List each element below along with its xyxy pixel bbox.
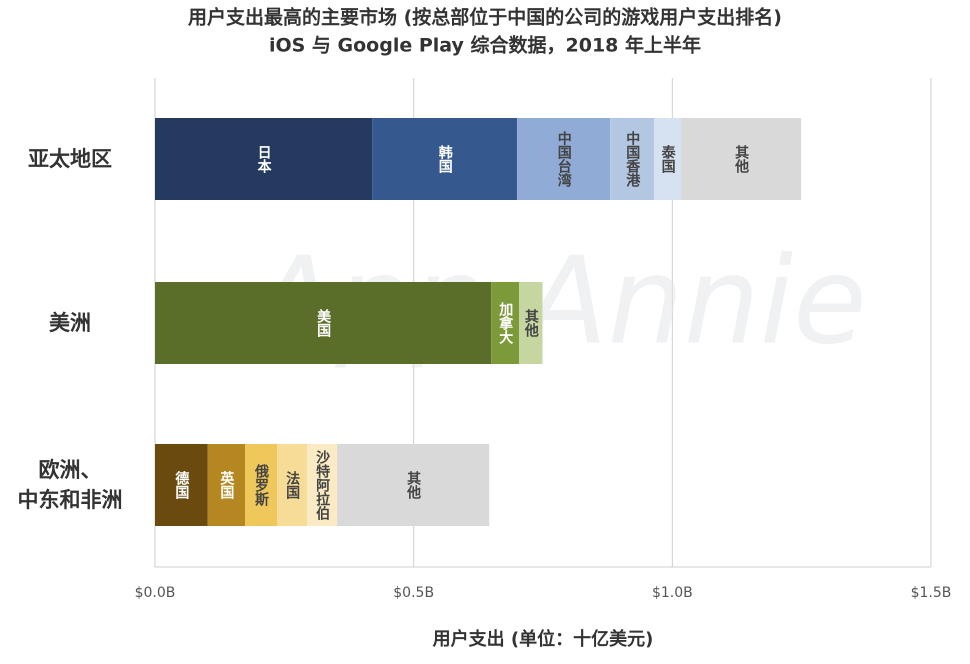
- bar-segment: [372, 118, 518, 200]
- bar-segment: [519, 282, 543, 364]
- segment-label: 日本: [256, 145, 272, 174]
- segment-label: 加拿大: [497, 302, 514, 345]
- segment-label: 德国: [173, 470, 189, 500]
- segment-label: 法国: [284, 470, 300, 500]
- bar-segment: [155, 118, 373, 200]
- segment-label: 其他: [523, 309, 540, 338]
- bar-segment: [517, 118, 611, 200]
- chart-title: 用户支出最高的主要市场 (按总部位于中国的公司的游戏用户支出排名): [188, 6, 782, 29]
- bar-segment: [654, 118, 682, 200]
- segment-label: 英国: [218, 470, 235, 500]
- x-tick-label: $1.0B: [652, 585, 693, 601]
- segment-label: 俄罗斯: [253, 463, 270, 507]
- bar-segment: [491, 282, 520, 364]
- segment-label: 中国台湾: [556, 130, 572, 188]
- bar-segment: [207, 444, 246, 526]
- segment-label: 中国香港: [624, 130, 641, 188]
- bar-segment: [610, 118, 655, 200]
- segment-label: 韩国: [437, 144, 453, 174]
- x-tick-label: $0.0B: [135, 585, 176, 601]
- bar-segment: [245, 444, 278, 526]
- bar-segment: [681, 118, 802, 200]
- bar-segment: [337, 444, 490, 526]
- x-tick-label: $1.5B: [911, 585, 952, 601]
- segment-label: 泰国: [660, 144, 677, 174]
- segment-label: 其他: [405, 471, 422, 500]
- y-tick-label: 欧洲、中东和非洲: [17, 458, 123, 512]
- y-tick-label: 亚太地区: [28, 147, 112, 171]
- bar-segment: [307, 444, 338, 526]
- bar-segment: [277, 444, 308, 526]
- y-tick-label: 美洲: [49, 311, 91, 335]
- x-axis-title: 用户支出 (单位：十亿美元): [433, 628, 654, 650]
- x-tick-label: $0.5B: [393, 585, 434, 601]
- bar-segment: [155, 444, 208, 526]
- segment-label: 美国: [315, 308, 331, 338]
- chart-subtitle: iOS 与 Google Play 综合数据，2018 年上半年: [269, 34, 701, 57]
- segment-label: 其他: [733, 145, 750, 174]
- segment-label: 沙特阿拉伯: [314, 450, 330, 521]
- bar-segment: [155, 282, 492, 364]
